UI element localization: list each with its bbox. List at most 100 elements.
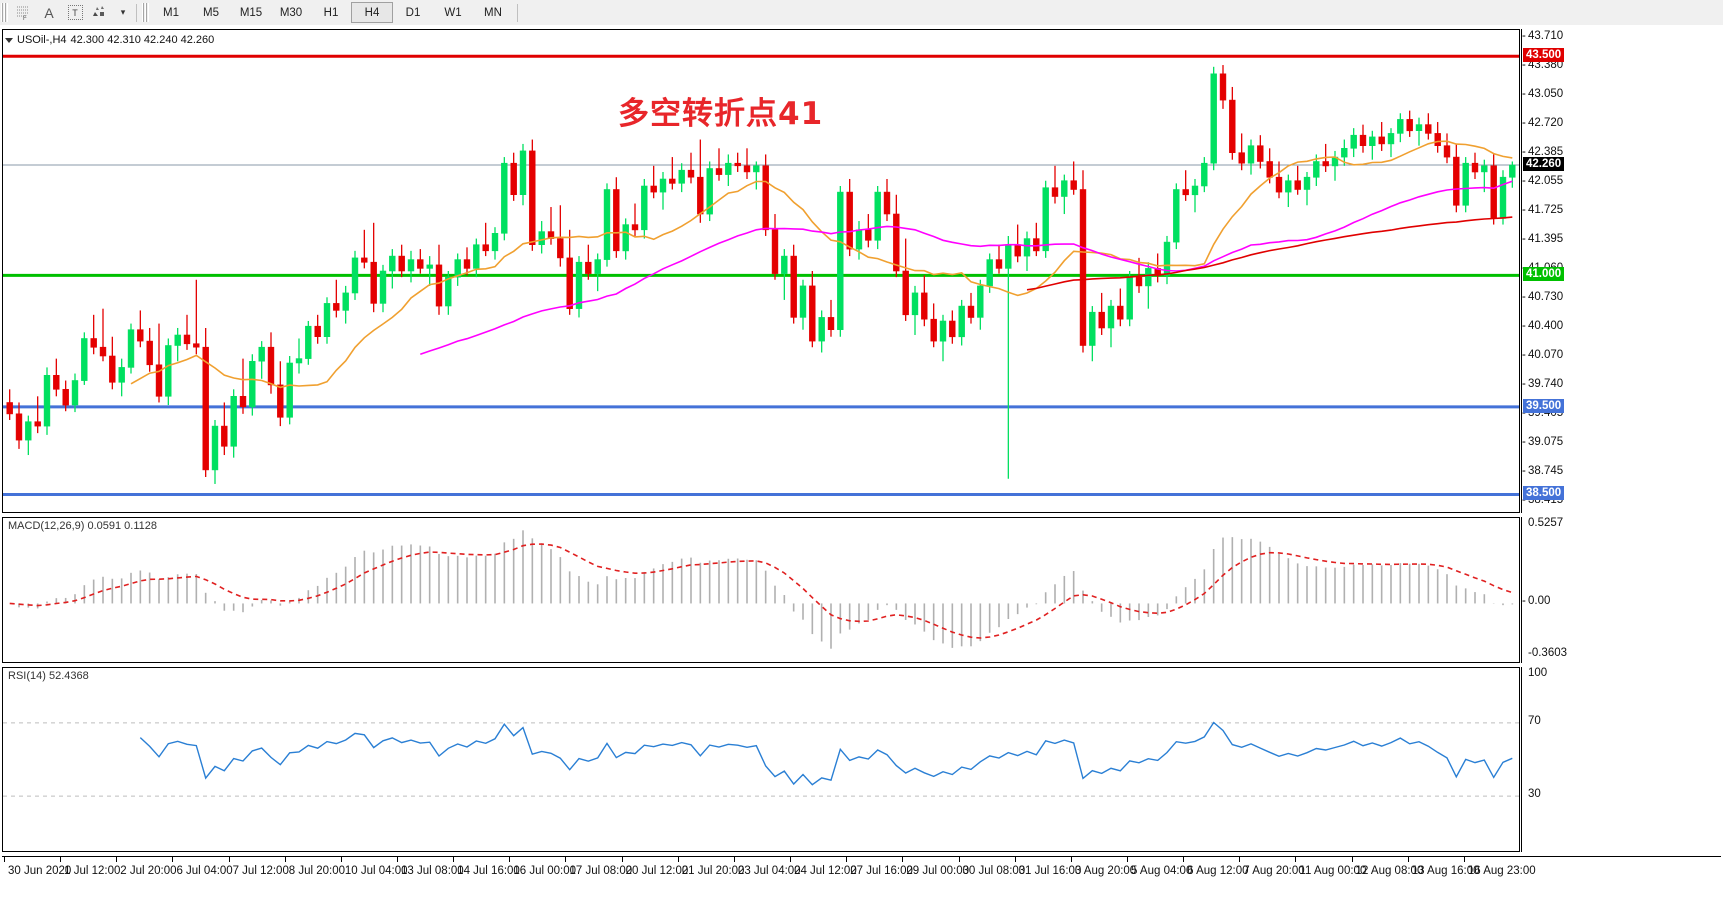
candle-body	[1126, 276, 1133, 320]
svg-text:F: F	[23, 16, 27, 20]
time-label: 7 Aug 20:00	[1243, 865, 1305, 877]
candle-body	[958, 305, 965, 338]
rsi-line	[139, 721, 1513, 786]
candle-body	[183, 334, 191, 345]
tab-timeframe-m15[interactable]: M15	[239, 6, 263, 19]
candle-body	[977, 285, 984, 318]
time-tick	[1463, 857, 1465, 862]
macd-axis[interactable]: 0.5257 -0.00 -0.3603	[1521, 517, 1721, 663]
candle-body	[1425, 124, 1432, 134]
time-tick	[509, 857, 511, 862]
time-label: 17 Jul 08:00	[569, 865, 633, 877]
candle-body	[1462, 162, 1469, 206]
rsi-pane[interactable]: RSI(14) 52.4368	[2, 667, 1520, 852]
candle-body	[137, 329, 144, 342]
tab-timeframe-d1[interactable]: D1	[405, 6, 421, 19]
rsi-plot	[3, 721, 1519, 797]
rsi-axis[interactable]: 100 70 30	[1521, 667, 1721, 852]
candle-body	[258, 346, 265, 362]
candle-body	[1415, 124, 1423, 131]
candle-body	[1341, 148, 1348, 158]
time-tick	[60, 857, 62, 862]
macd-signal-line	[9, 543, 1513, 639]
candle-body	[1163, 241, 1171, 276]
candle-body	[1471, 162, 1479, 173]
candle-body	[34, 421, 41, 427]
toolbar-divider-2	[517, 3, 518, 22]
candle-body	[781, 255, 788, 274]
candle-body	[1266, 161, 1273, 178]
candle-body	[155, 364, 163, 397]
candle-body	[1191, 185, 1199, 196]
toolbar-grip[interactable]	[1, 3, 8, 22]
candle-body	[15, 413, 23, 441]
candle-body	[1145, 268, 1152, 287]
candle-body	[1369, 136, 1376, 147]
time-axis[interactable]: 30 Jun 2020 1 Jul 12:00 2 Jul 20:00 6 Jul 0…	[2, 856, 1721, 896]
price-tick: -41.725	[1522, 203, 1564, 216]
time-tick	[172, 857, 174, 862]
tab-timeframe-w1[interactable]: W1	[444, 6, 462, 19]
price-tick: -41.395	[1522, 232, 1564, 245]
candle-body	[818, 317, 825, 342]
time-tick	[397, 857, 399, 862]
text-box-icon[interactable]: T	[62, 2, 88, 23]
price-tick: -42.055	[1522, 174, 1564, 187]
symbol-info-row: USOil-,H4 42.300 42.310 42.240 42.260	[5, 34, 214, 46]
tab-timeframe-mn[interactable]: MN	[484, 6, 502, 19]
time-label: 6 Aug 12:00	[1187, 865, 1249, 877]
ma-45	[420, 180, 1513, 356]
candle-body	[342, 292, 349, 311]
candle-body	[482, 244, 489, 252]
candle-body	[631, 224, 639, 231]
candle-body	[1089, 311, 1096, 346]
text-label-icon[interactable]: A	[36, 2, 62, 23]
candle-body	[1443, 145, 1451, 158]
tab-timeframe-m1[interactable]: M1	[163, 6, 179, 19]
objects-icon[interactable]	[88, 2, 114, 23]
price-tick: -43.050	[1522, 87, 1564, 100]
candle-body	[146, 340, 153, 366]
candle-body	[370, 261, 377, 304]
candle-body	[706, 168, 713, 215]
crosshair-grid-icon[interactable]: F	[10, 2, 36, 23]
price-badge-support-line: 39.500	[1523, 398, 1565, 413]
candle-body	[1285, 180, 1292, 193]
time-label: 13 Jul 08:00	[401, 865, 464, 877]
time-label: 6 Jul 04:00	[176, 865, 233, 877]
candle-body	[473, 244, 480, 269]
time-tick	[733, 857, 735, 862]
price-axis[interactable]: -43.710-43.380-43.050-42.720-42.385-42.0…	[1521, 29, 1721, 513]
rsi-tick: 70	[1528, 714, 1541, 727]
tab-timeframe-m30[interactable]: M30	[279, 6, 303, 19]
candle-body	[1359, 134, 1367, 146]
candle-body	[127, 329, 135, 368]
tab-timeframe-h1[interactable]: H1	[323, 6, 339, 19]
candle-body	[1033, 238, 1040, 252]
time-tick	[453, 857, 455, 862]
candle-body	[659, 178, 667, 193]
candle-body	[529, 150, 536, 246]
time-label: 23 Jul 04:00	[737, 865, 801, 877]
time-label: 10 Jul 04:00	[344, 865, 408, 877]
time-label: 2 Jul 20:00	[120, 865, 177, 877]
tab-timeframe-m5[interactable]: M5	[203, 6, 219, 19]
rsi-label: RSI(14) 52.4368	[8, 670, 89, 682]
chevron-down-icon[interactable]: ▾	[114, 2, 132, 23]
price-pane[interactable]: USOil-,H4 42.300 42.310 42.240 42.260 多空…	[2, 29, 1520, 513]
candle-body	[99, 346, 107, 357]
candle-body	[1313, 161, 1320, 178]
candle-body	[389, 255, 396, 272]
time-label: 29 Jul 00:00	[906, 865, 970, 877]
time-tick	[284, 857, 286, 862]
collapse-caret-icon[interactable]	[5, 37, 13, 43]
time-tick	[846, 857, 848, 862]
macd-tick: -0.3603	[1528, 647, 1568, 659]
candle-body	[1434, 133, 1441, 147]
candle-body	[174, 334, 181, 346]
time-tick	[790, 857, 792, 862]
macd-pane[interactable]: MACD(12,26,9) 0.0591 0.1128	[2, 517, 1520, 663]
rsi-tick: 100	[1528, 667, 1548, 679]
tab-timeframe-h4[interactable]: H4	[351, 2, 393, 23]
timeframe-grip[interactable]	[142, 3, 149, 22]
